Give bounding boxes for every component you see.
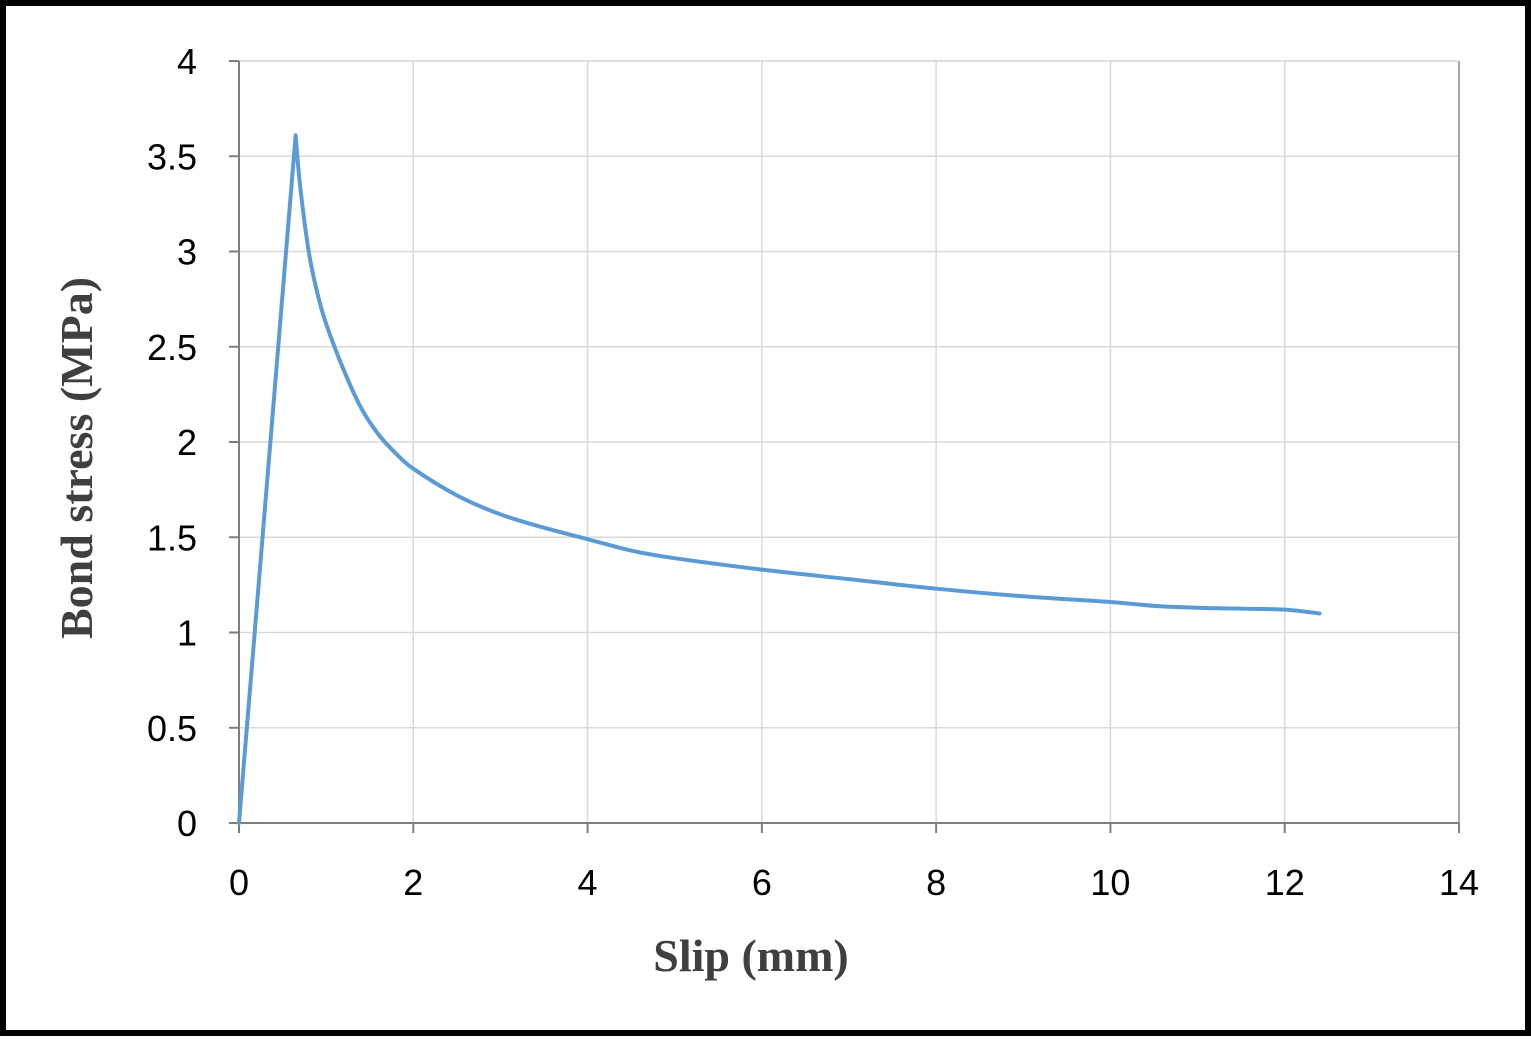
- x-tick-label: 12: [1265, 862, 1305, 903]
- x-tick-label: 6: [752, 862, 772, 903]
- x-axis-ticks: 0 2 4 6 8 10 12 14: [229, 823, 1479, 903]
- y-tick-label: 1: [177, 613, 197, 654]
- series-layer: [237, 133, 1322, 825]
- x-tick-label: 0: [229, 862, 249, 903]
- x-tick-label: 4: [578, 862, 598, 903]
- x-tick-label: 8: [926, 862, 946, 903]
- y-axis-title: Bond stress (MPa): [51, 277, 102, 639]
- y-tick-label: 0.5: [147, 708, 197, 749]
- x-tick-label: 10: [1090, 862, 1130, 903]
- y-tick-label: 4: [177, 41, 197, 82]
- y-tick-label: 1.5: [147, 517, 197, 558]
- grid-lines: [239, 60, 1460, 823]
- y-tick-label: 3.5: [147, 136, 197, 177]
- y-tick-label: 2: [177, 422, 197, 463]
- y-tick-label: 3: [177, 232, 197, 273]
- y-axis-ticks: 0 0.5 1 1.5 2 2.5 3 3.5 4: [147, 41, 239, 844]
- series-line: [237, 133, 1322, 825]
- x-axis-title: Slip (mm): [653, 930, 849, 981]
- x-tick-label: 14: [1439, 862, 1479, 903]
- x-tick-label: 2: [403, 862, 423, 903]
- y-tick-label: 2.5: [147, 327, 197, 368]
- y-tick-label: 0: [177, 803, 197, 844]
- bond-slip-chart: 0 2 4 6 8 10 12 14 00.511.522.533.54 Slip (mm) …: [51, 41, 1479, 981]
